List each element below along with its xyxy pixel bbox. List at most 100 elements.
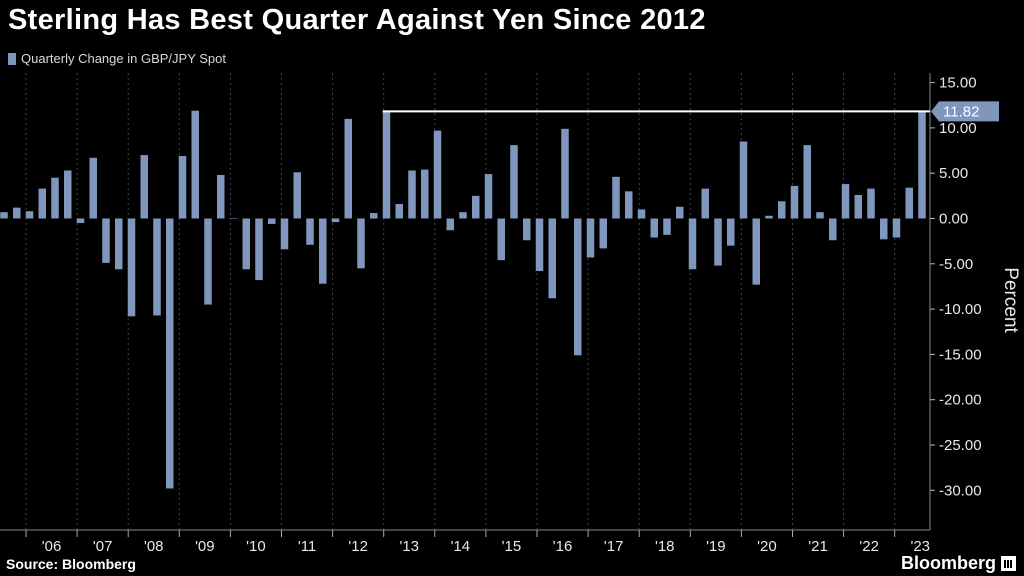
x-tick-label: '18 (655, 538, 675, 555)
bar (752, 218, 760, 285)
bar (0, 212, 8, 219)
x-tick-label: '14 (451, 538, 471, 555)
y-tick-label: -30.00 (939, 482, 982, 499)
bar (102, 218, 110, 263)
bar (816, 212, 824, 219)
y-tick-label: 10.00 (939, 120, 977, 137)
bar (395, 204, 403, 219)
bar (676, 206, 684, 219)
highlight-label: 11.82 (943, 103, 979, 120)
y-tick-label: -15.00 (939, 346, 982, 363)
bar (344, 118, 352, 219)
bar (446, 218, 454, 231)
bar (586, 218, 595, 258)
bar (510, 145, 518, 219)
bar (255, 218, 263, 281)
x-tick-label: '15 (502, 538, 522, 555)
bar (867, 188, 875, 219)
bar (701, 188, 709, 219)
bar (574, 218, 582, 356)
x-tick-label: '07 (93, 538, 113, 555)
y-axis-label: Percent (1000, 267, 1021, 333)
bar (191, 110, 199, 219)
bar (778, 201, 786, 219)
bar (217, 175, 225, 219)
y-tick-label: 15.00 (939, 75, 977, 92)
bar (714, 218, 722, 266)
x-tick-label: '19 (706, 538, 726, 555)
chart-title: Sterling Has Best Quarter Against Yen Si… (8, 4, 706, 36)
bar (892, 218, 901, 238)
bar (13, 207, 21, 219)
x-tick-label: '08 (144, 538, 164, 555)
bar (153, 218, 161, 316)
bar (319, 218, 327, 284)
y-tick-label: 0.00 (939, 211, 968, 228)
y-tick-label: -25.00 (939, 437, 982, 454)
bar (829, 218, 837, 241)
bar (484, 174, 493, 219)
bar (242, 218, 250, 270)
bar (790, 185, 799, 219)
bar (25, 211, 34, 219)
x-tick-label: '17 (604, 538, 624, 555)
bar (523, 218, 531, 241)
y-tick-label: -10.00 (939, 301, 982, 318)
bar (739, 141, 748, 219)
bar (765, 215, 773, 219)
bar (663, 218, 671, 235)
bar (459, 212, 467, 219)
bar (127, 218, 136, 317)
bar (268, 218, 276, 224)
bar (561, 128, 569, 219)
highlight-label-box (931, 101, 999, 122)
bar (918, 111, 926, 219)
x-tick-label: '09 (195, 538, 215, 555)
bar (306, 218, 314, 245)
x-tick-label: '16 (553, 538, 573, 555)
legend-label: Quarterly Change in GBP/JPY Spot (21, 51, 226, 66)
bar (548, 218, 556, 299)
bloomberg-mark-icon (1001, 556, 1016, 571)
legend-swatch (8, 52, 16, 65)
bar (497, 218, 505, 261)
bar (204, 218, 212, 305)
bar (331, 218, 340, 223)
bar (64, 170, 72, 219)
bar (841, 184, 850, 219)
bar (472, 195, 480, 219)
bar (637, 209, 646, 219)
bar (625, 191, 633, 219)
brand-name: Bloomberg (900, 553, 996, 573)
bar (229, 218, 238, 219)
bar (408, 170, 416, 219)
bar (140, 155, 148, 219)
bar (599, 218, 607, 249)
source-note: Source: Bloomberg (6, 556, 136, 572)
x-tick-label: '13 (399, 538, 419, 555)
bar (803, 145, 811, 219)
x-tick-label: '12 (348, 538, 368, 555)
bar (166, 218, 174, 489)
x-tick-label: '20 (757, 538, 777, 555)
x-tick-label: '06 (42, 538, 62, 555)
x-tick-label: '10 (246, 538, 266, 555)
bar (370, 213, 378, 219)
bar (433, 130, 442, 219)
legend: Quarterly Change in GBP/JPY Spot (8, 51, 226, 66)
bar (115, 218, 123, 270)
bar (612, 176, 620, 219)
bar (421, 169, 429, 219)
bar (854, 194, 862, 219)
y-tick-label: 5.00 (939, 165, 968, 182)
bar (280, 218, 289, 250)
y-tick-label: -5.00 (939, 256, 973, 273)
bar (727, 218, 735, 246)
x-tick-label: '21 (808, 538, 828, 555)
bar (880, 218, 888, 240)
bar (688, 218, 697, 270)
bar (293, 172, 301, 219)
bar (905, 187, 913, 219)
y-tick-label: -20.00 (939, 392, 982, 409)
